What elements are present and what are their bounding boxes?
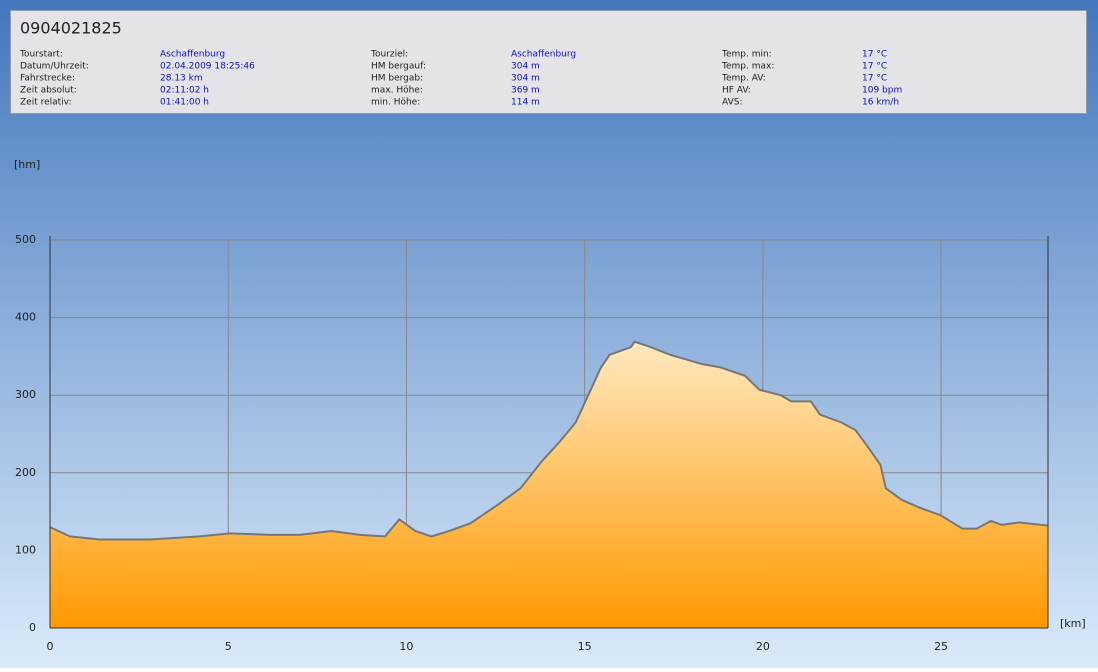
- info-label: HF AV:: [722, 86, 751, 96]
- info-value: 17 °C: [862, 74, 887, 84]
- y-tick-label: 300: [15, 388, 36, 401]
- info-label: Temp. min:: [721, 50, 772, 60]
- info-value: Aschaffenburg: [160, 50, 225, 60]
- y-axis-label: [hm]: [14, 158, 40, 171]
- info-label: max. Höhe:: [371, 86, 423, 96]
- info-value: 109 bpm: [862, 86, 902, 96]
- info-label: Temp. max:: [721, 62, 774, 72]
- x-tick-label: 20: [756, 640, 770, 653]
- tour-title: 0904021825: [20, 19, 122, 38]
- info-value: Aschaffenburg: [511, 50, 576, 60]
- info-label: Zeit relativ:: [20, 98, 72, 108]
- info-label: Tourstart:: [19, 50, 63, 60]
- info-value: 17 °C: [862, 50, 887, 60]
- x-tick-label: 15: [578, 640, 592, 653]
- y-tick-label: 400: [15, 311, 36, 324]
- info-label: AVS:: [722, 98, 742, 108]
- info-value: 304 m: [511, 62, 540, 72]
- y-tick-label: 0: [29, 621, 36, 634]
- info-label: min. Höhe:: [371, 98, 420, 108]
- info-value: 02:11:02 h: [160, 86, 209, 96]
- info-label: Temp. AV:: [721, 74, 766, 84]
- info-label: Fahrstrecke:: [20, 74, 75, 84]
- x-tick-label: 10: [399, 640, 413, 653]
- info-label: Zeit absolut:: [20, 86, 77, 96]
- info-value: 17 °C: [862, 62, 887, 72]
- x-axis-label: [km]: [1060, 617, 1086, 630]
- info-label: HM bergauf:: [371, 62, 426, 72]
- x-tick-label: 5: [225, 640, 232, 653]
- x-tick-label: 25: [934, 640, 948, 653]
- info-value: 28.13 km: [160, 74, 203, 84]
- info-value: 304 m: [511, 74, 540, 84]
- y-tick-label: 100: [15, 543, 36, 556]
- info-label: Tourziel:: [370, 50, 408, 60]
- y-tick-label: 500: [15, 233, 36, 246]
- info-panel: [10, 10, 1087, 114]
- elevation-line: [49, 340, 1049, 541]
- info-value: 369 m: [511, 86, 540, 96]
- area-fill: [50, 341, 1048, 628]
- x-tick-label: 0: [47, 640, 54, 653]
- y-tick-label: 200: [15, 466, 36, 479]
- info-value: 16 km/h: [862, 98, 899, 108]
- info-value: 02.04.2009 18:25:46: [160, 62, 255, 72]
- info-label: HM bergab:: [371, 74, 423, 84]
- info-label: Datum/Uhrzeit:: [20, 62, 89, 72]
- info-value: 114 m: [511, 98, 540, 108]
- info-value: 01:41:00 h: [160, 98, 209, 108]
